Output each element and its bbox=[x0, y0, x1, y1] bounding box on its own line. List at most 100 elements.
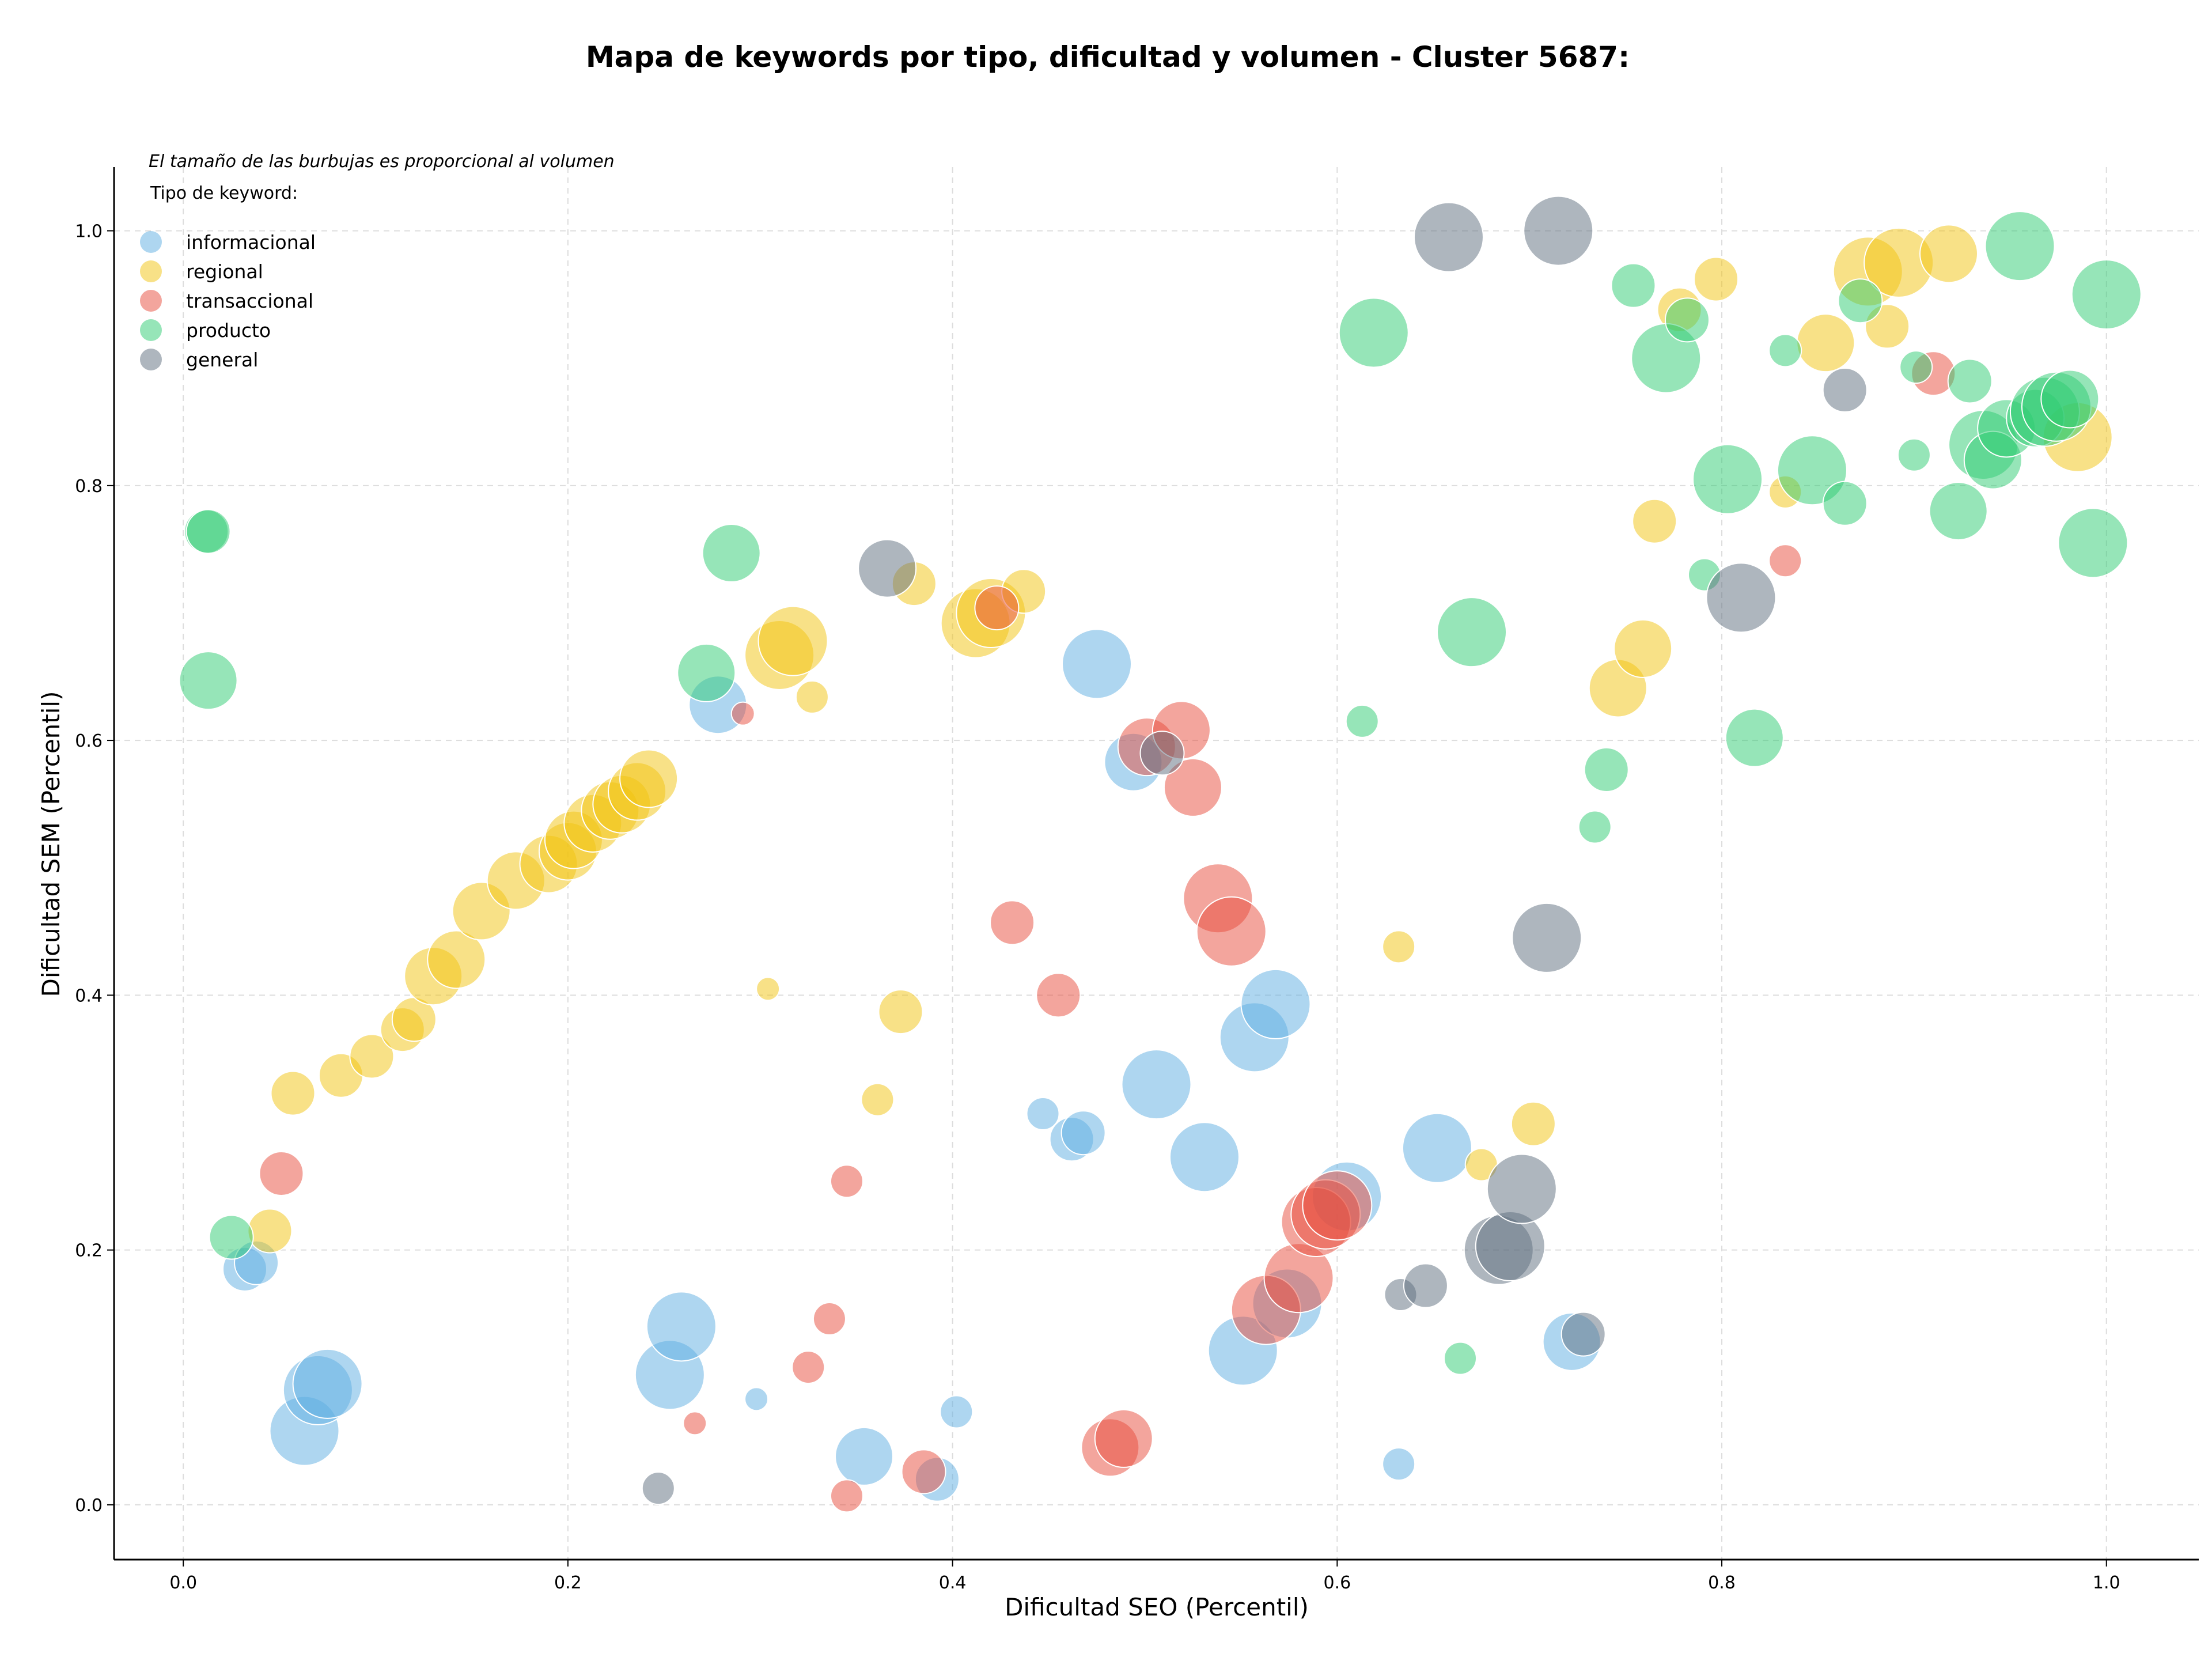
x-tick-label: 0.6 bbox=[1323, 1573, 1351, 1593]
bubble-producto bbox=[185, 509, 231, 554]
bubble-producto bbox=[1897, 438, 1931, 472]
x-tick-label: 0.0 bbox=[169, 1573, 197, 1593]
bubble-regional bbox=[1613, 619, 1673, 678]
x-ticks: 0.0 0.2 0.4 0.6 0.8 1.0 bbox=[169, 1560, 2120, 1593]
y-ticks: 0.0 0.2 0.4 0.6 0.8 1.0 bbox=[75, 222, 114, 1516]
bubble-general bbox=[1512, 902, 1582, 973]
bubble-producto bbox=[1584, 747, 1629, 792]
bubble-producto bbox=[1578, 810, 1612, 844]
bubble-informacional bbox=[1402, 1113, 1472, 1183]
bubble-regional bbox=[1694, 256, 1739, 302]
bubble-regional bbox=[1796, 313, 1855, 373]
bubble-transaccional bbox=[990, 900, 1035, 945]
bubble-transaccional bbox=[259, 1151, 304, 1196]
legend-marker-general bbox=[140, 349, 162, 370]
bubble-regional bbox=[247, 1208, 293, 1254]
bubble-informacional bbox=[744, 1387, 769, 1412]
legend-marker-regional bbox=[140, 260, 162, 282]
bubble-transaccional bbox=[812, 1302, 846, 1336]
bubble-producto bbox=[1984, 211, 2055, 282]
bubble-regional bbox=[878, 989, 923, 1035]
y-tick-label: 0.6 bbox=[75, 731, 103, 751]
bubble-general bbox=[1139, 731, 1185, 776]
bubble-informacional bbox=[1382, 1447, 1416, 1481]
bubble-general bbox=[1822, 367, 1868, 413]
bubble-general bbox=[1706, 562, 1777, 633]
bubble-transaccional bbox=[1094, 1409, 1153, 1468]
bubble-transaccional bbox=[830, 1164, 863, 1198]
bubble-producto bbox=[209, 1214, 254, 1260]
bubble-transaccional bbox=[683, 1411, 707, 1436]
bubble-producto bbox=[2040, 369, 2100, 429]
bubble-producto bbox=[1338, 297, 1409, 368]
bubbles-layer bbox=[179, 195, 2142, 1513]
bubble-informacional bbox=[292, 1348, 363, 1419]
bubble-producto bbox=[1838, 278, 1883, 324]
grid bbox=[114, 167, 2199, 1560]
bubble-size-note: El tamaño de las burbujas es proporciona… bbox=[149, 152, 615, 172]
x-axis-label: Dificultad SEO (Percentil) bbox=[1005, 1593, 1309, 1621]
legend-title: Tipo de keyword: bbox=[150, 183, 298, 203]
bubble-producto bbox=[1664, 297, 1710, 343]
bubble-transaccional bbox=[830, 1479, 863, 1513]
y-tick-label: 1.0 bbox=[75, 222, 103, 242]
bubble-producto bbox=[1899, 350, 1933, 384]
bubble-informacional bbox=[1121, 1049, 1192, 1120]
x-tick-label: 0.8 bbox=[1708, 1573, 1736, 1593]
bubble-producto bbox=[1443, 1341, 1477, 1375]
bubble-general bbox=[1413, 202, 1484, 273]
bubble-transaccional bbox=[1768, 544, 1802, 578]
bubble-transaccional bbox=[901, 1449, 946, 1494]
bubble-producto bbox=[1345, 704, 1379, 738]
bubble-transaccional bbox=[1163, 758, 1222, 817]
legend-marker-transaccional bbox=[140, 290, 162, 312]
bubble-producto bbox=[179, 651, 238, 710]
bubble-general bbox=[1560, 1311, 1606, 1357]
y-tick-label: 0.0 bbox=[75, 1496, 103, 1516]
bubble-transaccional bbox=[730, 701, 755, 726]
legend-marker-informacional bbox=[140, 231, 162, 253]
axes bbox=[113, 167, 2199, 1561]
bubble-informacional bbox=[1062, 629, 1132, 699]
bubble-regional bbox=[757, 606, 828, 676]
bubble-informacional bbox=[1240, 968, 1311, 1039]
x-tick-label: 0.2 bbox=[554, 1573, 582, 1593]
bubble-general bbox=[1523, 195, 1594, 266]
bubble-regional bbox=[1382, 930, 1416, 964]
bubble-producto bbox=[702, 524, 761, 583]
bubble-regional bbox=[1510, 1101, 1556, 1147]
bubble-regional bbox=[795, 680, 829, 714]
bubble-transaccional bbox=[1196, 896, 1267, 967]
y-tick-label: 0.4 bbox=[75, 986, 103, 1006]
legend-label-general: general bbox=[186, 349, 258, 371]
bubble-producto bbox=[1692, 444, 1763, 514]
bubble-transaccional bbox=[974, 585, 1020, 631]
legend-label-producto: producto bbox=[186, 319, 271, 342]
bubble-informacional bbox=[1026, 1097, 1060, 1131]
legend-label-transaccional: transaccional bbox=[186, 290, 313, 312]
bubble-informacional bbox=[835, 1427, 894, 1486]
bubble-regional bbox=[861, 1083, 895, 1117]
bubble-producto bbox=[1725, 708, 1784, 767]
bubble-transaccional bbox=[1036, 973, 1081, 1018]
legend-label-regional: regional bbox=[186, 260, 263, 283]
bubble-producto bbox=[1768, 334, 1802, 368]
x-tick-label: 1.0 bbox=[2093, 1573, 2120, 1593]
bubble-regional bbox=[270, 1070, 316, 1116]
bubble-regional bbox=[427, 930, 486, 989]
bubble-producto bbox=[1929, 482, 1988, 541]
bubble-producto bbox=[2071, 259, 2142, 330]
bubble-regional bbox=[1919, 224, 1978, 283]
bubble-informacional bbox=[1169, 1122, 1240, 1193]
legend: informacional regional transaccional produc… bbox=[140, 231, 316, 371]
bubble-regional bbox=[756, 977, 781, 1001]
y-tick-label: 0.2 bbox=[75, 1241, 103, 1261]
bubble-informacional bbox=[1060, 1110, 1106, 1156]
bubble-informacional bbox=[646, 1291, 717, 1362]
bubble-producto bbox=[677, 643, 736, 702]
bubble-producto bbox=[1611, 263, 1656, 308]
bubble-regional bbox=[1632, 498, 1677, 544]
bubble-regional bbox=[619, 749, 679, 808]
